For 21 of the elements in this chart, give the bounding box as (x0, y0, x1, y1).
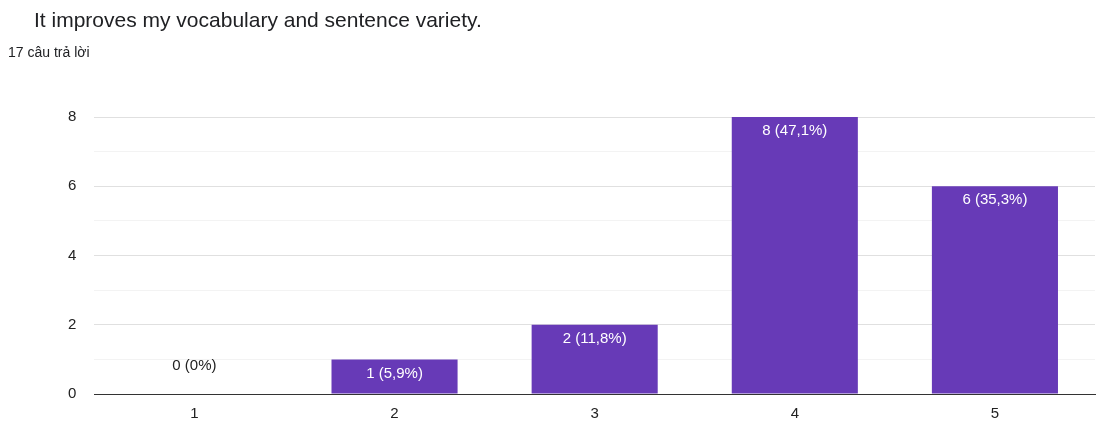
y-tick-label: 4 (68, 245, 77, 263)
bar (531, 324, 658, 394)
bar (931, 186, 1058, 394)
data-label: 8 (47,1%) (762, 121, 828, 139)
x-tick-label: 2 (390, 404, 399, 422)
data-label: 0 (0%) (172, 356, 217, 374)
data-label: 1 (5,9%) (366, 363, 423, 381)
y-tick-label: 8 (68, 107, 77, 125)
bar (331, 359, 458, 394)
y-tick-label: 6 (68, 176, 77, 194)
bar (731, 117, 858, 394)
y-tick-label: 0 (68, 384, 77, 402)
x-tick-label: 3 (590, 404, 599, 422)
chart-title: It improves my vocabulary and sentence variety. (34, 8, 482, 32)
chart-subtitle: 17 câu trả lời (8, 44, 90, 60)
x-tick-label: 1 (190, 404, 199, 422)
x-tick-label: 4 (790, 404, 799, 422)
y-tick-label: 2 (68, 314, 77, 332)
x-tick-label: 5 (990, 404, 1000, 422)
data-label: 6 (35,3%) (962, 190, 1028, 208)
data-label: 2 (11,8%) (562, 328, 627, 346)
